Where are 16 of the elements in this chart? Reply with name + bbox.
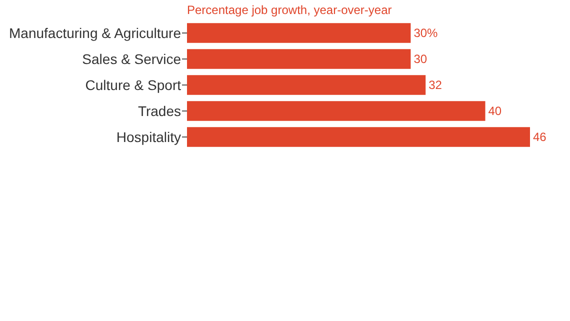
- data-label: 32: [428, 78, 442, 92]
- y-tick-label: Hospitality: [116, 128, 181, 145]
- bar: [187, 49, 411, 69]
- y-tick-label: Trades: [138, 102, 181, 119]
- data-label: 30%: [414, 26, 438, 40]
- bar: [187, 101, 486, 121]
- bar: [187, 75, 426, 95]
- data-label: 46: [533, 130, 547, 144]
- bar: [187, 127, 530, 147]
- y-tick-label: Manufacturing & Agriculture: [9, 24, 182, 41]
- data-label: 40: [488, 104, 502, 118]
- chart-title: Percentage job growth, year-over-year: [187, 3, 392, 17]
- y-tick-label: Culture & Sport: [85, 76, 182, 93]
- y-tick-label: Sales & Service: [82, 50, 182, 67]
- bar: [187, 23, 411, 43]
- data-label: 30: [414, 52, 428, 66]
